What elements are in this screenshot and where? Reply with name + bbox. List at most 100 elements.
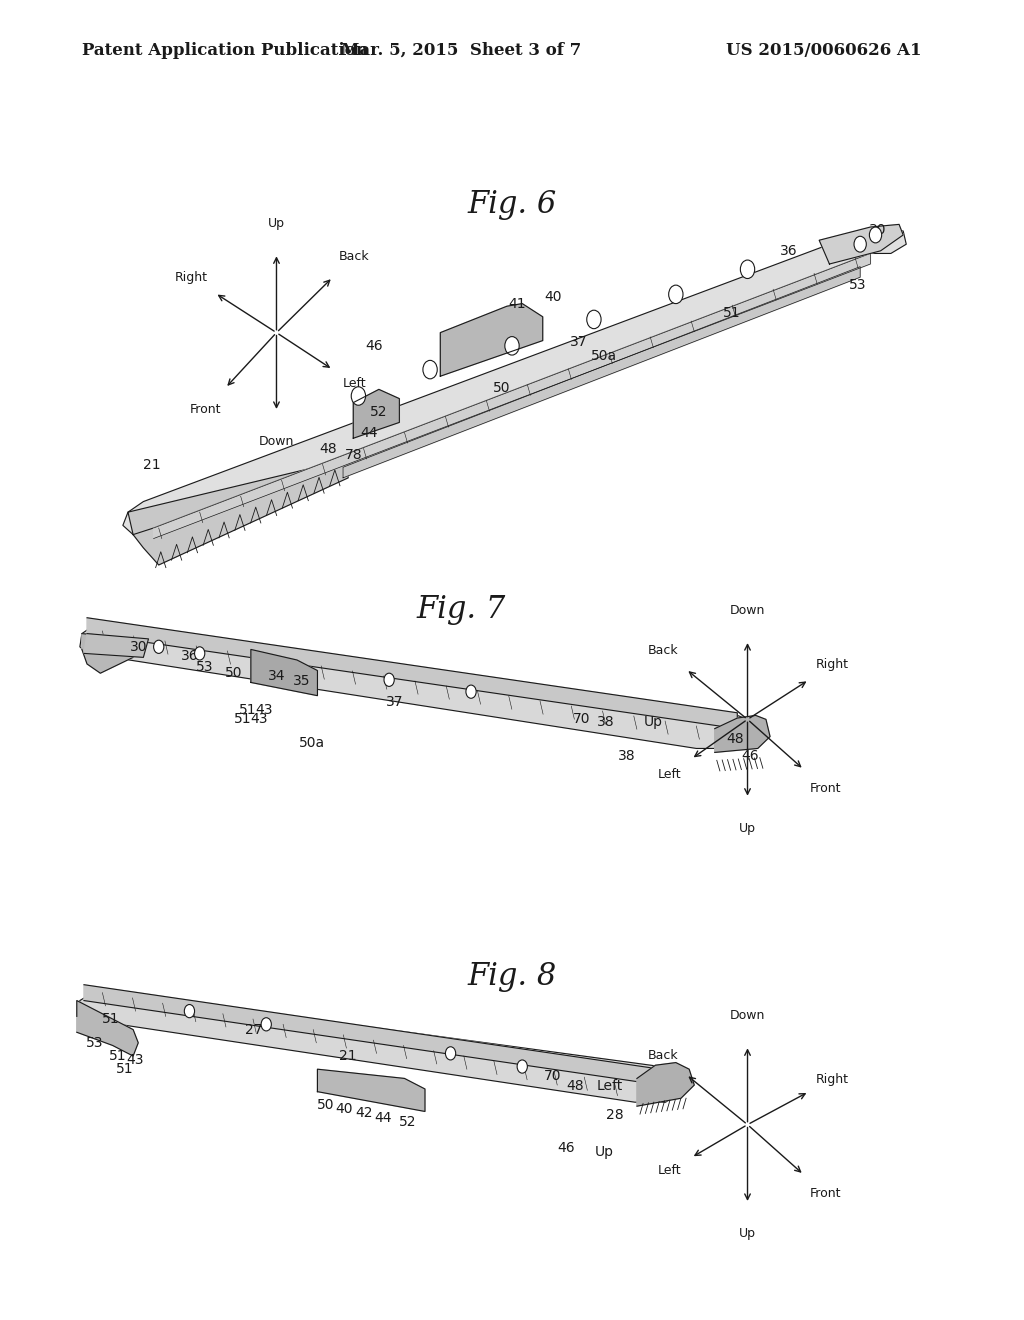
Text: Right: Right bbox=[816, 1073, 849, 1085]
Polygon shape bbox=[317, 1069, 425, 1111]
Text: 48: 48 bbox=[566, 1080, 585, 1093]
Text: Front: Front bbox=[810, 783, 841, 795]
Polygon shape bbox=[77, 990, 681, 1102]
Text: 50: 50 bbox=[224, 667, 243, 680]
Text: 36: 36 bbox=[779, 244, 798, 257]
Text: 53: 53 bbox=[849, 279, 867, 292]
Polygon shape bbox=[87, 618, 737, 729]
Text: 50a: 50a bbox=[591, 350, 617, 363]
Text: Left: Left bbox=[658, 1164, 682, 1176]
Polygon shape bbox=[77, 1001, 138, 1056]
Circle shape bbox=[869, 227, 882, 243]
Text: 51: 51 bbox=[109, 1049, 127, 1063]
Text: 70: 70 bbox=[544, 1069, 562, 1082]
Circle shape bbox=[505, 337, 519, 355]
Text: 50a: 50a bbox=[299, 737, 326, 750]
Text: Patent Application Publication: Patent Application Publication bbox=[82, 42, 368, 58]
Text: US 2015/0060626 A1: US 2015/0060626 A1 bbox=[726, 42, 922, 58]
Text: 48: 48 bbox=[726, 733, 744, 746]
Text: Fig. 8: Fig. 8 bbox=[467, 961, 557, 993]
Text: Mar. 5, 2015  Sheet 3 of 7: Mar. 5, 2015 Sheet 3 of 7 bbox=[341, 42, 581, 58]
Text: 46: 46 bbox=[365, 339, 383, 352]
Text: 52: 52 bbox=[398, 1115, 417, 1129]
Text: Left: Left bbox=[658, 767, 682, 780]
Text: 21: 21 bbox=[142, 458, 161, 471]
Text: 37: 37 bbox=[569, 335, 588, 348]
Text: Up: Up bbox=[595, 1146, 613, 1159]
Text: 41: 41 bbox=[508, 297, 526, 310]
Text: 38: 38 bbox=[597, 715, 615, 729]
Polygon shape bbox=[343, 267, 860, 478]
Text: 40: 40 bbox=[335, 1102, 353, 1115]
Text: 46: 46 bbox=[557, 1142, 575, 1155]
Text: 28: 28 bbox=[605, 1109, 624, 1122]
Text: 35: 35 bbox=[293, 675, 311, 688]
Text: 53: 53 bbox=[196, 660, 214, 673]
Text: 46: 46 bbox=[741, 750, 760, 763]
Polygon shape bbox=[715, 715, 770, 752]
Circle shape bbox=[854, 236, 866, 252]
Text: 38: 38 bbox=[617, 750, 636, 763]
Text: 70: 70 bbox=[572, 713, 591, 726]
Text: 52: 52 bbox=[370, 405, 388, 418]
Text: 48: 48 bbox=[318, 442, 337, 455]
Circle shape bbox=[669, 285, 683, 304]
Text: 40: 40 bbox=[544, 290, 562, 304]
Text: 51: 51 bbox=[233, 713, 252, 726]
Text: Right: Right bbox=[816, 659, 849, 672]
Text: 50: 50 bbox=[316, 1098, 335, 1111]
Text: Down: Down bbox=[730, 603, 765, 616]
Text: Front: Front bbox=[190, 403, 221, 416]
Text: 50: 50 bbox=[493, 381, 511, 395]
Text: 37: 37 bbox=[385, 696, 403, 709]
Polygon shape bbox=[440, 304, 543, 376]
Text: Fig. 7: Fig. 7 bbox=[416, 594, 506, 626]
Polygon shape bbox=[637, 1063, 694, 1106]
Circle shape bbox=[195, 647, 205, 660]
Text: 53: 53 bbox=[85, 1036, 103, 1049]
Circle shape bbox=[184, 1005, 195, 1018]
Polygon shape bbox=[84, 985, 660, 1085]
Text: Fig. 6: Fig. 6 bbox=[467, 189, 557, 220]
Text: Up: Up bbox=[739, 822, 756, 836]
Circle shape bbox=[154, 640, 164, 653]
Circle shape bbox=[466, 685, 476, 698]
Text: 43: 43 bbox=[126, 1053, 144, 1067]
Circle shape bbox=[351, 387, 366, 405]
Polygon shape bbox=[128, 459, 348, 565]
Circle shape bbox=[384, 673, 394, 686]
Polygon shape bbox=[123, 227, 906, 535]
Text: 36: 36 bbox=[180, 649, 199, 663]
Text: 44: 44 bbox=[374, 1111, 392, 1125]
Polygon shape bbox=[819, 224, 903, 264]
Text: 44: 44 bbox=[359, 426, 378, 440]
Text: Back: Back bbox=[647, 1049, 678, 1061]
Text: Up: Up bbox=[644, 715, 663, 729]
Text: Back: Back bbox=[339, 249, 370, 263]
Polygon shape bbox=[82, 634, 133, 673]
Text: 34: 34 bbox=[267, 669, 286, 682]
Polygon shape bbox=[353, 389, 399, 438]
Text: 30: 30 bbox=[129, 640, 147, 653]
Text: Left: Left bbox=[342, 378, 366, 391]
Circle shape bbox=[740, 260, 755, 279]
Circle shape bbox=[517, 1060, 527, 1073]
Circle shape bbox=[587, 310, 601, 329]
Text: 51: 51 bbox=[723, 306, 741, 319]
Text: Front: Front bbox=[810, 1188, 841, 1200]
Text: 21: 21 bbox=[339, 1049, 357, 1063]
Text: Down: Down bbox=[259, 436, 294, 449]
Polygon shape bbox=[80, 623, 756, 748]
Text: 78: 78 bbox=[344, 449, 362, 462]
Circle shape bbox=[423, 360, 437, 379]
Polygon shape bbox=[154, 253, 870, 539]
Text: Left: Left bbox=[596, 1080, 623, 1093]
Polygon shape bbox=[84, 634, 148, 657]
Circle shape bbox=[261, 1018, 271, 1031]
Text: Down: Down bbox=[730, 1008, 765, 1022]
Circle shape bbox=[445, 1047, 456, 1060]
Text: 43: 43 bbox=[250, 713, 268, 726]
Text: Up: Up bbox=[739, 1228, 756, 1241]
Text: 27: 27 bbox=[245, 1023, 263, 1036]
Text: Up: Up bbox=[268, 216, 285, 230]
